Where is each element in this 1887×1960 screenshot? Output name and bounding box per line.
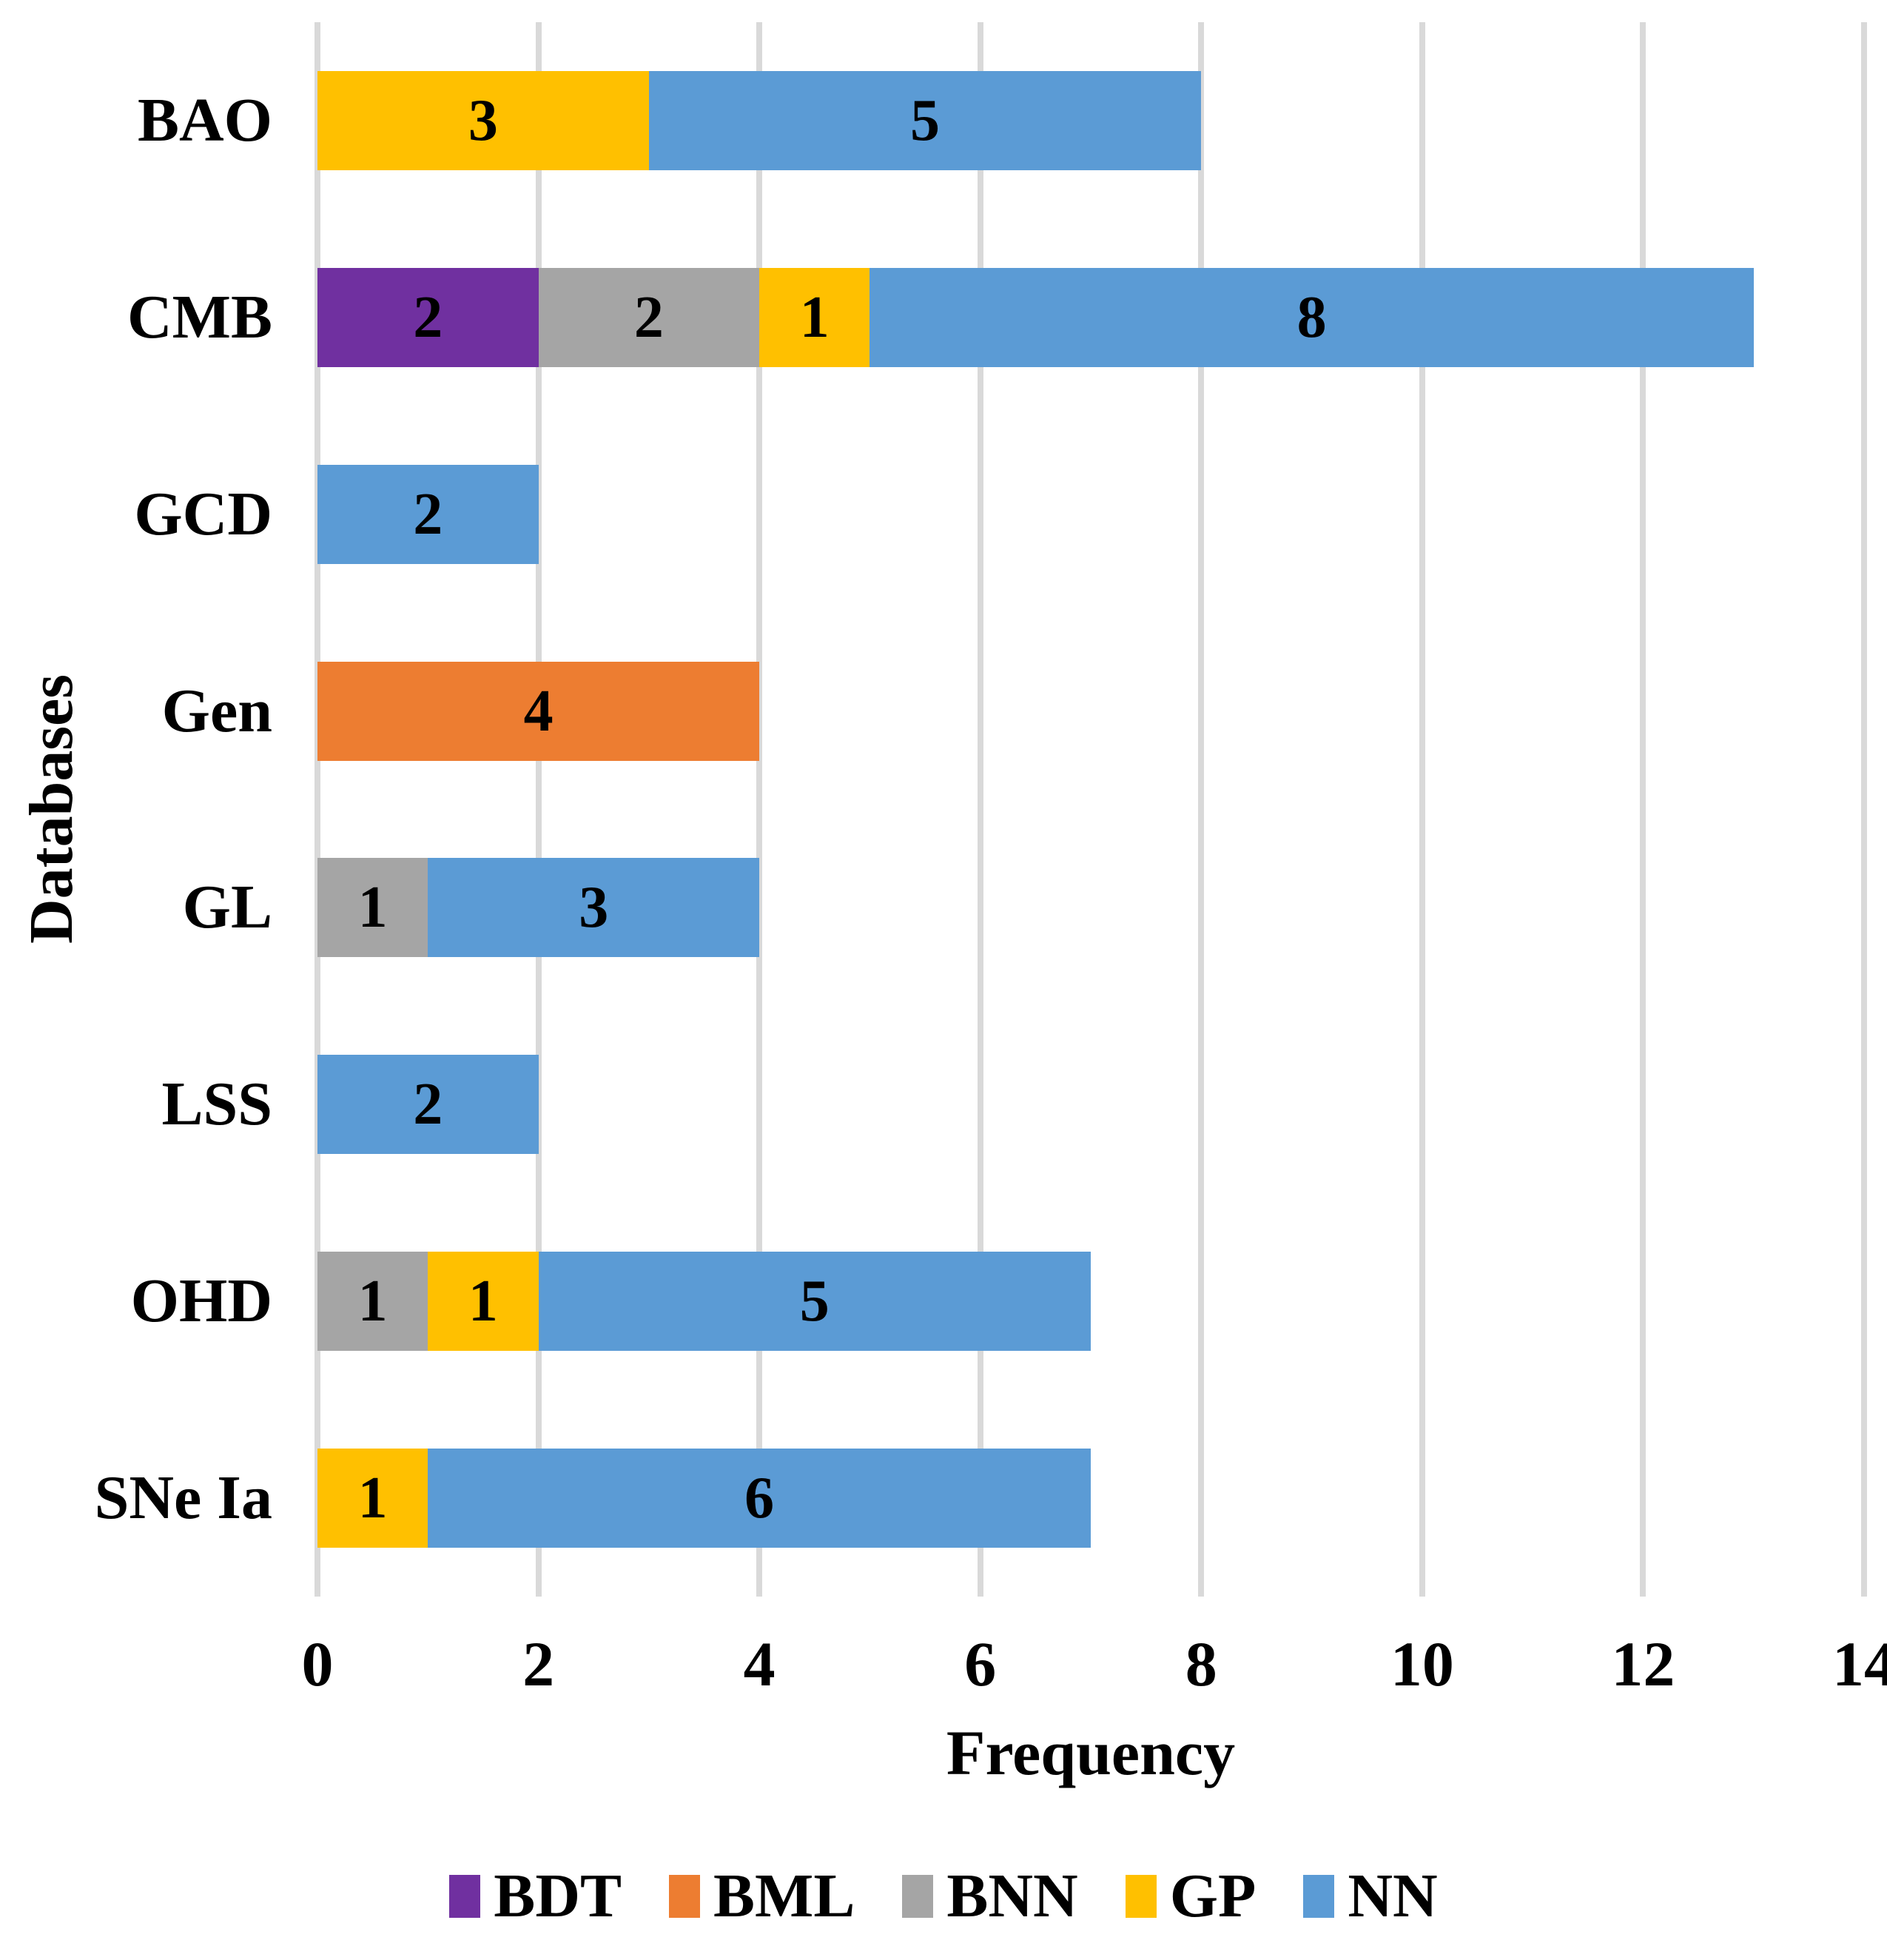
legend: BDT BML BNN GP NN: [0, 1865, 1887, 1927]
legend-item-nn: NN: [1303, 1862, 1438, 1930]
legend-label: BDT: [494, 1862, 622, 1930]
category-label: LSS: [161, 1070, 272, 1139]
bar-value-label: 1: [357, 875, 388, 941]
legend-swatch-icon: [902, 1875, 934, 1918]
legend-label: GP: [1169, 1862, 1257, 1930]
legend-swatch-icon: [669, 1875, 701, 1918]
gridline: [1861, 22, 1867, 1597]
gridline: [314, 22, 320, 1597]
bar-segment-nn: 2: [317, 464, 539, 564]
category-label: BAO: [137, 85, 272, 155]
legend-swatch-icon: [1125, 1875, 1157, 1918]
legend-item-gp: GP: [1125, 1862, 1257, 1930]
bar-value-label: 5: [799, 1269, 830, 1335]
legend-item-bdt: BDT: [449, 1865, 622, 1927]
bar-segment-nn: 5: [648, 70, 1202, 170]
bar-value-label: 6: [744, 1466, 775, 1531]
x-tick-label: 2: [522, 1628, 555, 1699]
bar-value-label: 4: [523, 678, 554, 744]
x-tick-label: 8: [1185, 1628, 1217, 1699]
bar-value-label: 1: [357, 1466, 388, 1531]
x-tick-label: 6: [964, 1628, 997, 1699]
bar-segment-gp: 3: [317, 70, 649, 170]
legend-swatch-icon: [449, 1875, 481, 1918]
gridline: [535, 22, 542, 1597]
legend-label: BNN: [946, 1862, 1078, 1930]
legend-label: NN: [1348, 1862, 1438, 1930]
bar-segment-nn: 8: [870, 267, 1754, 367]
bar-segment-gp: 1: [759, 267, 870, 367]
bar-segment-nn: 2: [317, 1055, 539, 1155]
category-label: SNe Ia: [94, 1463, 272, 1533]
category-label: Gen: [161, 676, 272, 745]
bar-segment-gp: 1: [428, 1252, 539, 1352]
x-tick-label: 14: [1832, 1628, 1887, 1699]
legend-item-bnn: BNN: [902, 1862, 1078, 1930]
bar-segment-gp: 1: [317, 1449, 428, 1548]
bar-segment-bnn: 1: [317, 1252, 428, 1352]
gridline: [977, 22, 983, 1597]
bar-segment-bnn: 1: [317, 858, 428, 958]
bar-value-label: 2: [633, 284, 664, 350]
gridline: [1198, 22, 1205, 1597]
x-axis-title: Frequency: [946, 1717, 1236, 1788]
bar-value-label: 3: [468, 87, 498, 153]
bar-value-label: 3: [579, 875, 609, 941]
bar-value-label: 1: [357, 1269, 388, 1335]
x-tick-label: 10: [1390, 1628, 1454, 1699]
x-tick-label: 4: [743, 1628, 776, 1699]
bar-value-label: 1: [799, 284, 830, 350]
x-tick-label: 0: [301, 1628, 334, 1699]
category-label: OHD: [130, 1266, 272, 1336]
bar-segment-nn: 6: [428, 1449, 1091, 1548]
bar-value-label: 8: [1296, 284, 1327, 350]
bar-value-label: 1: [468, 1269, 498, 1335]
bar-value-label: 2: [413, 1072, 443, 1138]
legend-swatch-icon: [1303, 1875, 1335, 1918]
bar-segment-nn: 5: [538, 1252, 1091, 1352]
gridline: [1419, 22, 1425, 1597]
gridline: [756, 22, 763, 1597]
bar-segment-bml: 4: [317, 661, 760, 761]
bar-value-label: 2: [413, 284, 443, 350]
bar-segment-bdt: 2: [317, 267, 539, 367]
category-label: GCD: [134, 479, 272, 548]
legend-item-bml: BML: [669, 1865, 855, 1927]
category-label: CMB: [127, 282, 272, 352]
gridline: [1640, 22, 1646, 1597]
category-label: GL: [182, 873, 272, 942]
bar-segment-nn: 3: [428, 858, 760, 958]
bar-value-label: 2: [413, 481, 443, 547]
x-tick-label: 12: [1611, 1628, 1675, 1699]
bar-segment-bnn: 2: [538, 267, 760, 367]
bar-value-label: 5: [910, 87, 941, 153]
legend-label: BML: [713, 1862, 855, 1930]
